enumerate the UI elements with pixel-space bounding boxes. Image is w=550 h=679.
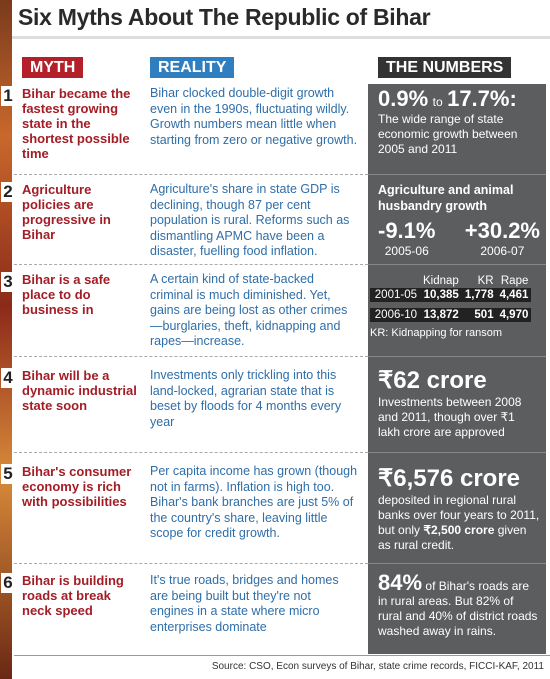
divider (14, 356, 368, 357)
stat-year: 2005-06 (384, 244, 429, 258)
reality: Agriculture's share in state GDP is decl… (150, 182, 350, 258)
row-number: 2 (1, 182, 15, 202)
stat-text: The wide range of state economic growth … (378, 112, 518, 156)
stat: 0.9% (378, 86, 429, 111)
period: 2001-05 (370, 288, 420, 302)
row-number: 1 (1, 86, 15, 106)
stat: ₹6,576 crore (378, 465, 521, 492)
myth: Bihar's consumer economy is rich with po… (22, 464, 132, 509)
cell: 4,461 (496, 288, 532, 302)
panel-divider (368, 174, 546, 175)
crime-table: Kidnap KR Rape 2001-05 10,385 1,778 4,461 200… (370, 274, 532, 322)
row: 5 Bihar's consumer economy is rich with … (0, 452, 550, 563)
panel-divider (368, 264, 546, 265)
stat-text: deposited in regional rural banks over f… (378, 493, 540, 537)
divider (14, 264, 368, 265)
row-number: 6 (1, 573, 15, 593)
panel-divider (368, 452, 546, 453)
row: 2 Agriculture policies are progressive i… (0, 174, 550, 264)
reality: A certain kind of state-backed criminal … (150, 272, 348, 348)
divider (14, 563, 368, 564)
divider (14, 452, 368, 453)
cell: 13,872 (420, 308, 462, 322)
stat-year: 2006-07 (480, 244, 525, 258)
stat: +30.2% (464, 218, 540, 243)
row-number: 4 (1, 368, 15, 388)
numbers: Kidnap KR Rape 2001-05 10,385 1,778 4,461 200… (370, 274, 544, 341)
myth-header: MYTH (22, 57, 84, 78)
divider (14, 174, 368, 175)
stat-highlight: ₹2,500 crore (423, 523, 495, 537)
numbers: 84% of Bihar's roads are in rural areas.… (378, 572, 540, 639)
stat: ₹62 crore (378, 367, 487, 394)
column-header: Kidnap (423, 275, 459, 287)
panel-divider (368, 563, 546, 564)
cell: 10,385 (420, 288, 462, 302)
title: Six Myths About The Republic of Bihar (18, 4, 431, 30)
row: 6 Bihar is building roads at break neck … (0, 563, 550, 655)
cell: 501 (461, 308, 497, 322)
column-header: Rape (500, 275, 529, 287)
numbers: ₹6,576 crore deposited in regional rural… (378, 464, 540, 553)
column-header: KR (477, 275, 494, 287)
photo-strip (0, 0, 12, 679)
title-rule (12, 36, 550, 39)
note: KR: Kidnapping for ransom (370, 327, 503, 339)
reality: Per capita income has grown (though not … (150, 464, 358, 540)
reality: Investments only trickling into this lan… (150, 368, 342, 429)
numbers: Agriculture and animal husbandry growth … (378, 182, 540, 259)
stat-text: given as rural credit. (378, 523, 527, 552)
reality: It's true roads, bridges and homes are b… (150, 573, 339, 634)
row-number: 3 (1, 272, 15, 292)
row: 4 Bihar will be a dynamic industrial sta… (0, 356, 550, 452)
myth: Bihar will be a dynamic industrial state… (22, 368, 137, 413)
source: Source: CSO, Econ surveys of Bihar, stat… (211, 661, 544, 672)
cell: 1,778 (461, 288, 497, 302)
myth: Bihar is a safe place to do business in (22, 272, 111, 317)
cell: 4,970 (496, 308, 532, 322)
stat: -9.1% (378, 218, 436, 243)
period: 2006-10 (370, 308, 420, 322)
panel-divider (368, 356, 546, 357)
stat: 84% (378, 570, 423, 595)
myth: Bihar is building roads at break neck sp… (22, 573, 124, 618)
bottom-rule (14, 655, 550, 656)
myth: Agriculture policies are progressive in … (22, 182, 111, 242)
row: 3 Bihar is a safe place to do business i… (0, 264, 550, 356)
stat: 17.7%: (447, 86, 517, 111)
numbers: ₹62 crore Investments between 2008 and 2… (378, 366, 540, 440)
numbers-panel (368, 84, 546, 654)
connector: to (432, 95, 443, 109)
reality: Bihar clocked double-digit growth even i… (150, 86, 358, 147)
row-number: 5 (1, 464, 15, 484)
reality-header: REALITY (150, 57, 235, 78)
stat-text: Investments between 2008 and 2011, thoug… (378, 395, 522, 439)
stat-heading: Agriculture and animal husbandry growth (378, 183, 514, 213)
numbers: 0.9% to 17.7%: The wide range of state e… (378, 86, 540, 157)
row: 1 Bihar became the fastest growing state… (0, 84, 550, 174)
stat-text: of Bihar's roads are in rural areas. But… (378, 579, 538, 638)
myth: Bihar became the fastest growing state i… (22, 86, 131, 161)
numbers-header: THE NUMBERS (378, 57, 512, 78)
